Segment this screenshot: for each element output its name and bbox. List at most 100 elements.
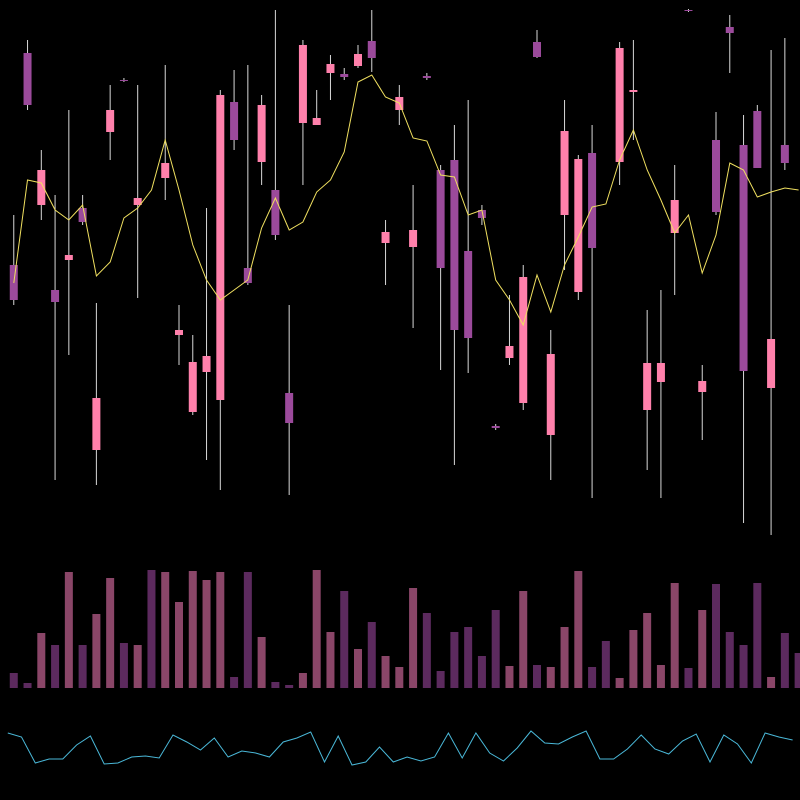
volume-bar (202, 580, 211, 688)
volume-bar (767, 677, 776, 688)
volume-bar (312, 570, 321, 688)
candle-body (78, 208, 87, 222)
volume-bar (230, 677, 239, 688)
volume-bar (78, 645, 87, 688)
candle-body (37, 170, 46, 205)
volume-bar (477, 656, 486, 688)
candle-body (684, 10, 693, 11)
volume-bar (51, 645, 60, 688)
candle-body (629, 90, 638, 92)
volume-bar (725, 632, 734, 688)
candle-body (51, 290, 60, 302)
candle-body (477, 210, 486, 218)
volume-bar (739, 645, 748, 688)
volume-bar (794, 653, 800, 688)
volume-bar (285, 685, 294, 688)
candle-body (133, 198, 142, 205)
volume-bar (629, 630, 638, 688)
candle-body (546, 354, 555, 435)
candle-body (202, 356, 211, 372)
volume-bar (106, 578, 115, 688)
candle-body (574, 159, 583, 292)
candle-body (367, 41, 376, 58)
candle-body (739, 145, 748, 371)
volume-bar (188, 571, 197, 688)
candle-body (119, 80, 128, 81)
volume-bar (395, 667, 404, 688)
volume-bar (546, 667, 555, 688)
volume-bar (464, 627, 473, 688)
volume-bar (340, 591, 349, 688)
candle-body (656, 363, 665, 382)
candle-body (450, 160, 459, 330)
candle-body (230, 102, 239, 140)
candle-body (698, 381, 707, 392)
candle-body (643, 363, 652, 410)
volume-bar (381, 656, 390, 688)
volume-bar (519, 591, 528, 688)
candle-body (23, 53, 32, 105)
candle-body (271, 190, 280, 235)
candle-body (422, 76, 431, 78)
candle-body (753, 111, 762, 168)
volume-bar (257, 637, 266, 688)
candle-body (92, 398, 101, 450)
volume-bar (119, 643, 128, 688)
volume-bar (601, 641, 610, 688)
volume-bar (367, 622, 376, 688)
candle-body (767, 339, 776, 388)
volume-bar (450, 632, 459, 688)
candle-body (340, 74, 349, 77)
volume-bar (243, 572, 252, 688)
candle-body (381, 232, 390, 243)
volume-bar (92, 614, 101, 688)
volume-bar (436, 671, 445, 688)
candle-body (505, 346, 514, 358)
candle-body (64, 255, 73, 260)
candle-body (188, 362, 197, 412)
candle-body (285, 393, 294, 423)
volume-bar (64, 572, 73, 688)
candle-body (436, 170, 445, 268)
candle-body (491, 426, 500, 428)
volume-bar (175, 602, 184, 688)
volume-bar (560, 627, 569, 688)
volume-bar (37, 633, 46, 688)
candle-body (257, 105, 266, 162)
volume-bar (491, 610, 500, 688)
oscillator-line (7, 730, 793, 766)
volume-bar (753, 583, 762, 688)
candle-body (712, 140, 721, 212)
volume-bar (505, 666, 514, 688)
volume-bar (670, 583, 679, 688)
candle-body (354, 54, 363, 66)
candle-body (670, 200, 679, 233)
volume-bar (643, 613, 652, 688)
candle-body (243, 268, 252, 283)
volume-bar (422, 613, 431, 688)
candle-body (326, 64, 335, 73)
volume-bar (23, 683, 32, 688)
candle-body (161, 163, 170, 178)
volume-bar (588, 667, 597, 688)
volume-bar (409, 588, 418, 688)
volume-bar (271, 682, 280, 688)
candle-body (725, 27, 734, 33)
volume-bar (698, 610, 707, 688)
volume-bar (684, 668, 693, 688)
candle-body (298, 45, 307, 123)
candle-body (519, 277, 528, 403)
volume-bar (354, 649, 363, 688)
candle-body (615, 48, 624, 162)
candle-body (409, 230, 418, 247)
volume-bar (147, 570, 156, 688)
volume-bar (780, 633, 789, 688)
volume-bar (298, 673, 307, 688)
volume-bar (9, 673, 18, 688)
candle-body (175, 330, 184, 335)
volume-bar (326, 632, 335, 688)
candle-body (560, 131, 569, 215)
volume-bar (615, 678, 624, 688)
volume-bar (216, 572, 225, 688)
